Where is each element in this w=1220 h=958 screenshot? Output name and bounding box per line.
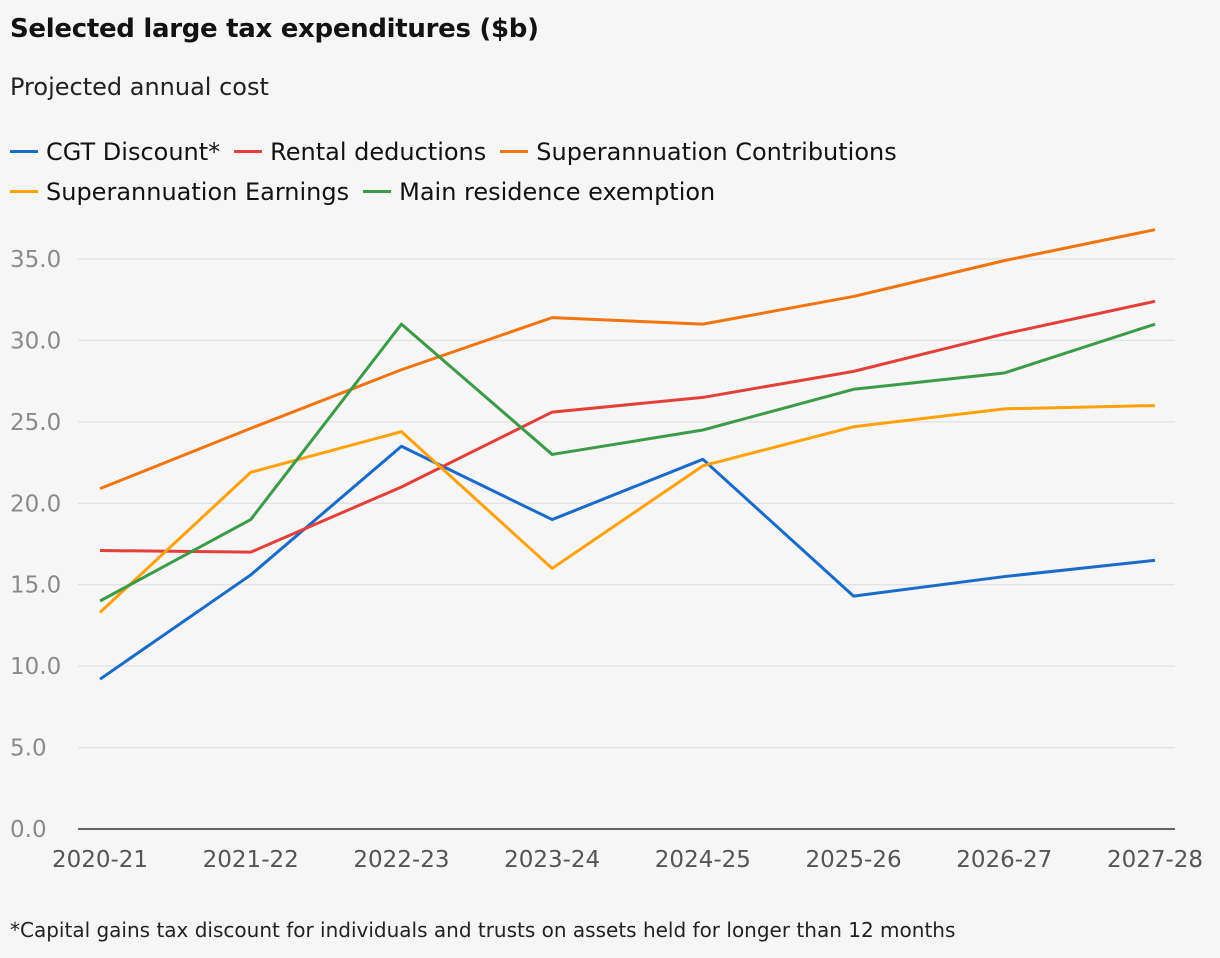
footnote: *Capital gains tax discount for individu… — [10, 918, 956, 942]
legend-label: Superannuation Contributions — [536, 138, 897, 166]
y-tick-label: 30.0 — [10, 328, 61, 354]
x-tick-label: 2027-28 — [1107, 847, 1203, 873]
legend-label: Main residence exemption — [399, 178, 716, 206]
legend-swatch — [363, 189, 392, 193]
series-line-1 — [99, 299, 1156, 554]
y-tick-label: 0.0 — [10, 817, 47, 843]
legend-item: Rental deductions — [234, 132, 486, 172]
chart-title: Selected large tax expenditures ($b) — [10, 14, 539, 44]
legend-label: CGT Discount* — [46, 138, 221, 166]
legend-item: CGT Discount* — [10, 132, 220, 172]
x-tick-label: 2026-27 — [956, 847, 1052, 873]
legend: CGT Discount* Rental deductions Superannua… — [10, 132, 1010, 212]
x-tick-label: 2020-21 — [52, 847, 148, 873]
legend-label: Rental deductions — [270, 138, 487, 166]
x-tick-label: 2023-24 — [504, 847, 600, 873]
chart-subtitle: Projected annual cost — [10, 73, 269, 101]
legend-label: Superannuation Earnings — [46, 178, 350, 206]
y-tick-label: 35.0 — [10, 247, 61, 273]
legend-swatch — [10, 189, 38, 193]
series-line-2 — [99, 228, 1156, 491]
x-tick-label: 2022-23 — [353, 847, 449, 873]
x-tick-label: 2021-22 — [203, 847, 299, 873]
legend-swatch — [10, 149, 38, 153]
legend-item: Superannuation Contributions — [500, 132, 897, 172]
y-tick-label: 10.0 — [10, 654, 61, 680]
series-line-0 — [99, 444, 1156, 681]
legend-item: Superannuation Earnings — [10, 172, 349, 212]
x-tick-label: 2025-26 — [806, 847, 902, 873]
y-tick-label: 25.0 — [10, 410, 61, 436]
series-line-3 — [98, 404, 1156, 614]
y-tick-label: 20.0 — [10, 491, 61, 517]
y-tick-label: 15.0 — [10, 573, 61, 599]
series-line-4 — [99, 322, 1156, 603]
legend-swatch — [234, 149, 263, 153]
legend-item: Main residence exemption — [363, 172, 715, 212]
y-tick-label: 5.0 — [10, 736, 47, 762]
x-tick-label: 2024-25 — [655, 847, 751, 873]
legend-swatch — [500, 149, 529, 153]
